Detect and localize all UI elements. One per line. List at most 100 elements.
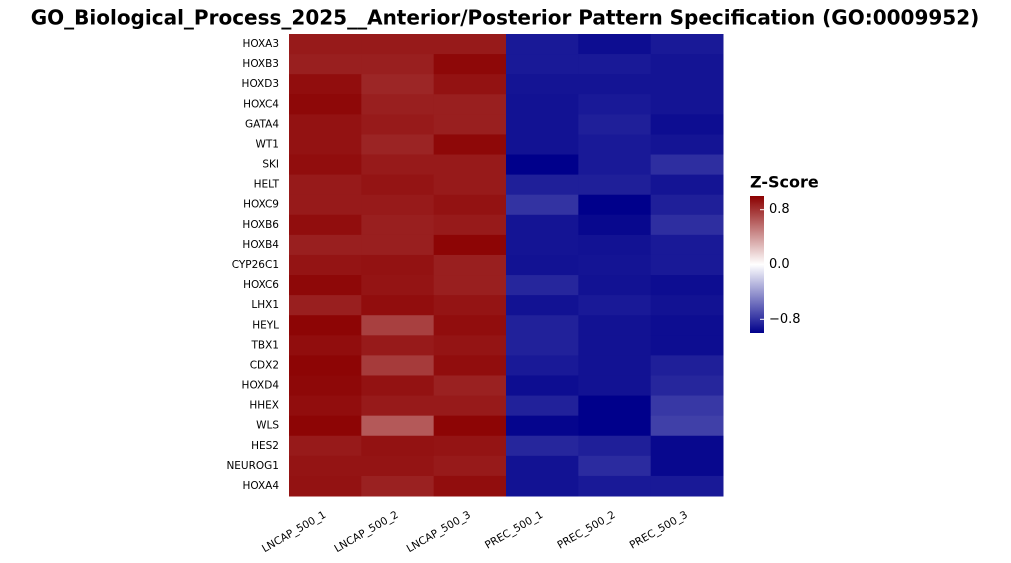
heatmap-cell <box>650 74 724 95</box>
heatmap-cell <box>433 275 507 296</box>
heatmap-cell <box>433 54 507 75</box>
heatmap-cell <box>289 455 362 477</box>
heatmap-cell <box>361 335 435 356</box>
heatmap-cell <box>289 74 362 95</box>
heatmap-cell <box>289 475 362 497</box>
heatmap-cell <box>578 154 652 176</box>
heatmap-cell <box>650 234 724 256</box>
heatmap-cell <box>361 94 435 115</box>
heatmap-cell <box>506 435 579 457</box>
row-label: NEUROG1 <box>226 460 279 472</box>
heatmap-cell <box>506 74 579 95</box>
heatmap-cell <box>578 415 652 437</box>
heatmap-cell <box>506 395 579 417</box>
heatmap-cell <box>578 74 652 95</box>
row-label: HOXC6 <box>243 279 279 291</box>
heatmap-cell <box>578 214 652 236</box>
heatmap-cell <box>650 295 724 316</box>
heatmap-cell <box>433 234 507 256</box>
row-label: HOXA3 <box>242 38 279 50</box>
heatmap-cell <box>650 114 724 135</box>
heatmap-cell <box>289 315 362 336</box>
heatmap-cell <box>289 375 362 397</box>
heatmap-cell <box>433 455 507 477</box>
heatmap-cell <box>289 435 362 457</box>
colorbar-tick-label: 0.0 <box>769 257 790 272</box>
heatmap-cell <box>289 34 362 55</box>
row-label: HEYL <box>252 319 279 331</box>
heatmap-cell <box>578 174 652 196</box>
heatmap-cell <box>650 435 724 457</box>
heatmap-cell <box>289 154 362 176</box>
heatmap-cell <box>578 254 652 276</box>
heatmap-cell <box>361 194 435 216</box>
row-label: HOXD3 <box>242 78 279 90</box>
heatmap-cell <box>433 214 507 236</box>
heatmap-cell <box>289 114 362 135</box>
heatmap-cell <box>506 375 579 397</box>
heatmap-cell <box>361 375 435 397</box>
heatmap-cell <box>506 275 579 296</box>
heatmap-cell <box>433 475 507 497</box>
row-label: HOXA4 <box>242 480 279 492</box>
heatmap-cell <box>289 295 362 316</box>
heatmap-cell <box>578 455 652 477</box>
heatmap-cell <box>578 94 652 115</box>
heatmap-cell <box>433 415 507 437</box>
heatmap-cell <box>578 275 652 296</box>
row-label: SKI <box>262 159 279 171</box>
heatmap-cell <box>578 435 652 457</box>
heatmap-cell <box>289 94 362 115</box>
colorbar-title: Z-Score <box>750 173 819 192</box>
heatmap-cell <box>578 134 652 156</box>
heatmap-cell <box>361 74 435 95</box>
heatmap-cell <box>650 475 724 497</box>
heatmap-cell <box>506 315 579 336</box>
heatmap-cell <box>361 234 435 256</box>
heatmap-cell <box>506 335 579 356</box>
heatmap-cell <box>650 395 724 417</box>
heatmap-cell <box>650 254 724 276</box>
heatmap-cell <box>578 355 652 376</box>
heatmap-cell <box>578 234 652 256</box>
heatmap-cell <box>289 335 362 356</box>
heatmap-cell <box>650 34 724 55</box>
heatmap-cell <box>506 455 579 477</box>
heatmap-cell <box>361 295 435 316</box>
heatmap-cell <box>650 375 724 397</box>
heatmap-cell <box>361 154 435 176</box>
heatmap-cell <box>506 174 579 196</box>
heatmap-cell <box>506 194 579 216</box>
row-label: HOXB3 <box>242 58 279 70</box>
heatmap-cell <box>433 295 507 316</box>
heatmap-cell <box>433 355 507 376</box>
heatmap-cell <box>433 194 507 216</box>
row-label: HOXD4 <box>242 380 280 392</box>
heatmap-cell <box>433 114 507 135</box>
column-label: PREC_500_1 <box>483 509 545 552</box>
column-label: PREC_500_3 <box>628 509 690 552</box>
heatmap-cell <box>289 355 362 376</box>
heatmap-cell <box>361 315 435 336</box>
heatmap-cell <box>578 335 652 356</box>
heatmap-cell <box>578 194 652 216</box>
heatmap-cell <box>361 475 435 497</box>
heatmap-cell <box>289 254 362 276</box>
chart-title: GO_Biological_Process_2025__Anterior/Pos… <box>31 6 980 30</box>
heatmap-cell <box>650 194 724 216</box>
heatmap-cell <box>506 134 579 156</box>
heatmap-cell <box>433 94 507 115</box>
heatmap-cell <box>361 254 435 276</box>
heatmap-cell <box>650 415 724 437</box>
heatmap-cell <box>650 54 724 75</box>
heatmap-cell <box>361 214 435 236</box>
column-label: PREC_500_2 <box>555 509 617 552</box>
heatmap-cell <box>506 355 579 376</box>
heatmap-cell <box>433 315 507 336</box>
row-label: WLS <box>256 420 279 432</box>
heatmap-cell <box>506 54 579 75</box>
column-label: LNCAP_500_2 <box>332 509 400 555</box>
row-label: CDX2 <box>250 359 279 371</box>
heatmap-cell <box>289 234 362 256</box>
